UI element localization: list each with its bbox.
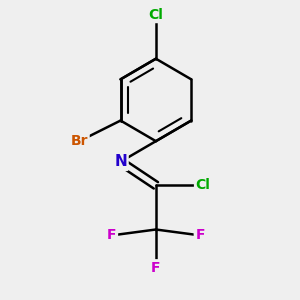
Text: Br: Br	[70, 134, 88, 148]
Text: Cl: Cl	[196, 178, 210, 192]
Text: Cl: Cl	[148, 8, 163, 22]
Text: F: F	[195, 228, 205, 242]
Text: F: F	[107, 228, 116, 242]
Text: F: F	[151, 261, 160, 275]
Text: N: N	[114, 154, 127, 169]
